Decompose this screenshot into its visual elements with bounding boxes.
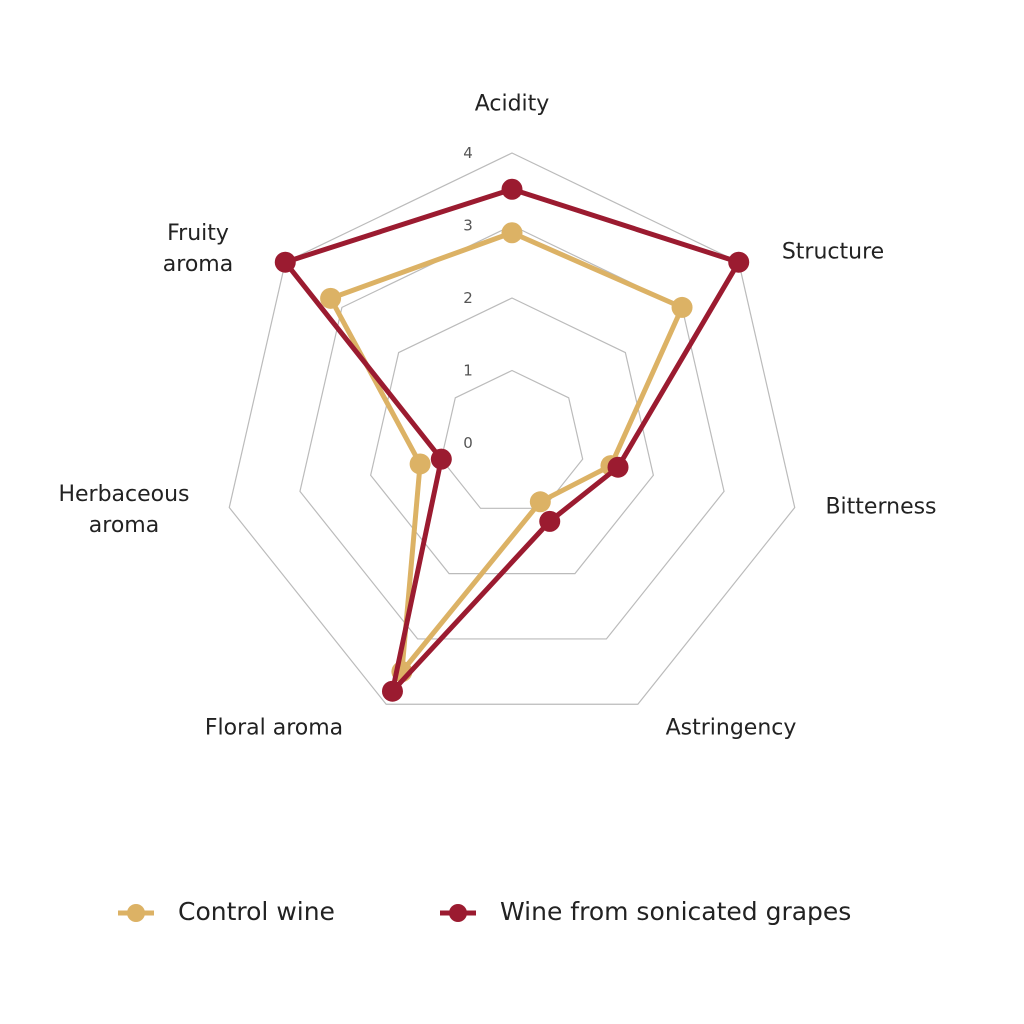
tick-label: 0 [463, 434, 473, 452]
data-point [274, 251, 296, 273]
grid-ring [299, 224, 725, 640]
axis-label: Astringency [665, 715, 797, 741]
data-point [381, 680, 403, 702]
axis-label: Herbaceous aroma [58, 482, 190, 538]
grid-ring [369, 297, 655, 575]
tick-label: 4 [463, 144, 473, 162]
data-point [671, 296, 693, 318]
axis-label: Fruity aroma [162, 221, 234, 277]
tick-label: 2 [463, 289, 473, 307]
grid-ring [228, 152, 796, 705]
data-point [539, 510, 561, 532]
data-point [607, 456, 629, 478]
data-point [409, 453, 431, 475]
legend-marker [127, 904, 145, 922]
tick-label: 3 [463, 217, 473, 235]
series-line [328, 230, 685, 675]
data-point [529, 491, 551, 513]
legend-label: Control wine [178, 897, 335, 926]
axis-label: Structure [781, 239, 885, 265]
data-point [430, 448, 452, 470]
legend-label: Wine from sonicated grapes [500, 897, 851, 926]
series-line [282, 186, 742, 694]
tick-label: 1 [463, 362, 473, 380]
data-point [728, 251, 750, 273]
axis-label: Floral aroma [204, 715, 344, 741]
grid-ring [440, 369, 584, 509]
data-point [501, 178, 523, 200]
data-point [501, 222, 523, 244]
axis-label: Acidity [474, 91, 550, 117]
legend-marker [449, 904, 467, 922]
axis-label: Bitterness [825, 494, 937, 520]
data-point [320, 287, 342, 309]
